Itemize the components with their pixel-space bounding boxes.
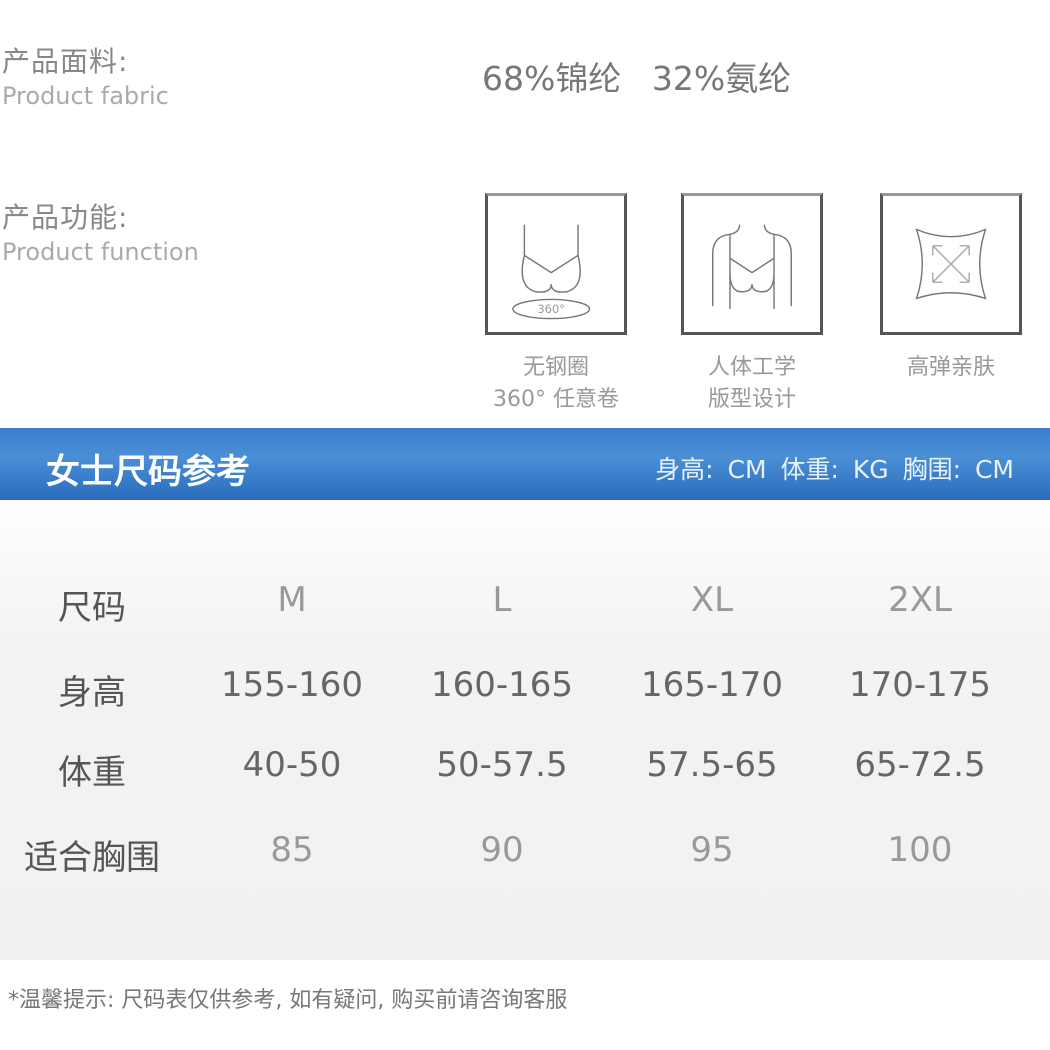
feature-caption-ergonomic: 人体工学 版型设计 (652, 352, 852, 416)
table-cell: 57.5-65 (646, 745, 778, 785)
high-stretch-icon (880, 193, 1022, 335)
function-label-cn: 产品功能: (2, 201, 129, 234)
caption-line: 高弹亲肤 (906, 355, 995, 380)
caption-line: 人体工学 (707, 355, 796, 380)
size-chart-header-band (0, 428, 1050, 500)
caption-line: 无钢圈 (522, 355, 589, 380)
feature-caption-wireless: 无钢圈 360° 任意卷 (456, 352, 656, 416)
table-cell: 100 (887, 830, 953, 870)
table-cell: 90 (480, 830, 524, 870)
fabric-label-cn: 产品面料: (2, 45, 129, 78)
table-cell: 160-165 (430, 665, 574, 705)
feature-caption-stretch: 高弹亲肤 (851, 352, 1050, 384)
table-cell: 50-57.5 (436, 745, 568, 785)
table-cell: 40-50 (242, 745, 342, 785)
caption-line: 360° 任意卷 (493, 387, 619, 412)
table-cell: L (492, 580, 512, 620)
fabric-value: 68%锦纶 32%氨纶 (482, 59, 792, 98)
badge-360: 360° (537, 302, 565, 316)
table-cell: 170-175 (848, 665, 992, 705)
table-cell: 85 (270, 830, 314, 870)
row-label: 尺码 (58, 588, 126, 628)
caption-line: 版型设计 (707, 387, 796, 412)
size-chart-units: 身高: CM 体重: KG 胸围: CM (655, 455, 1014, 484)
size-chart-title: 女士尺码参考 (46, 452, 250, 492)
table-cell: 95 (690, 830, 734, 870)
ergonomic-body-icon (681, 193, 823, 335)
table-cell: XL (690, 580, 734, 620)
table-cell: 165-170 (640, 665, 784, 705)
row-label: 适合胸围 (24, 838, 160, 878)
table-cell: 65-72.5 (854, 745, 986, 785)
function-label-en: Product function (2, 238, 199, 266)
table-cell: 155-160 (220, 665, 364, 705)
size-table: 尺码 M L XL 2XL 身高 155-160 160-165 165-170 170-175 体… (0, 500, 1050, 960)
wireless-bra-360-icon: 360° (485, 193, 627, 335)
table-cell: M (277, 580, 307, 620)
row-label: 身高 (58, 673, 126, 713)
row-label: 体重 (58, 753, 126, 793)
table-cell: 2XL (888, 580, 952, 620)
size-note: *温馨提示: 尺码表仅供参考, 如有疑问, 购买前请咨询客服 (8, 988, 568, 1013)
fabric-label-en: Product fabric (2, 82, 169, 110)
